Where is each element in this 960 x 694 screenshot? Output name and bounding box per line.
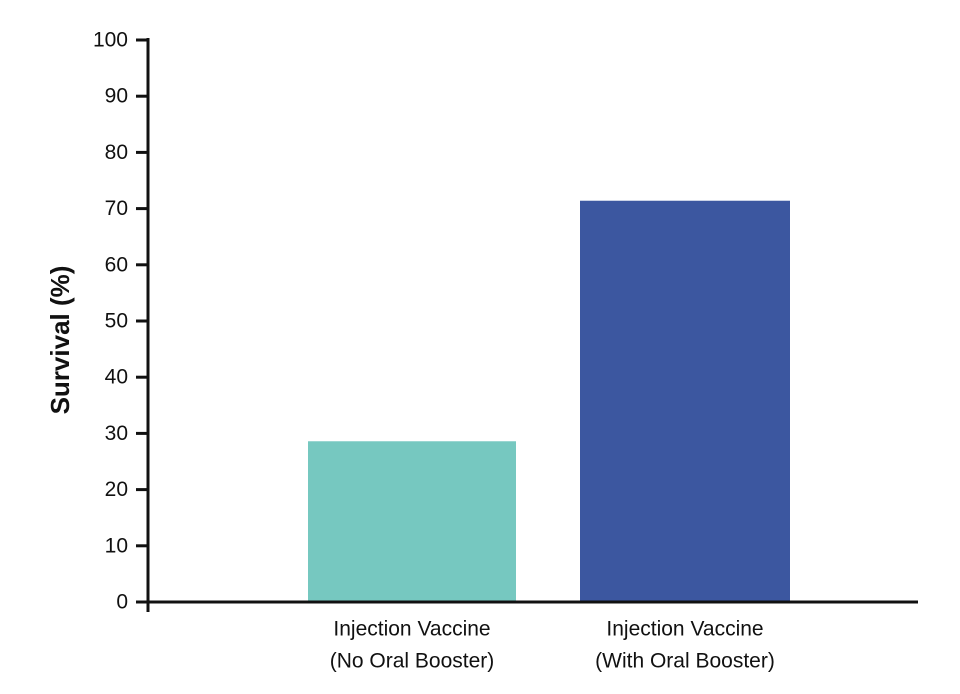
- x-tick-label: Injection Vaccine: [606, 618, 763, 641]
- y-tick-label: 40: [105, 366, 128, 389]
- y-tick-label: 30: [105, 422, 128, 445]
- bar: [580, 200, 790, 602]
- y-tick-label: 50: [105, 310, 128, 333]
- y-tick-label: 70: [105, 197, 128, 220]
- y-axis-label: Survival (%): [45, 266, 75, 415]
- x-tick-label: Injection Vaccine: [333, 618, 490, 641]
- y-tick-label: 100: [93, 29, 128, 52]
- y-tick-label: 0: [116, 591, 128, 614]
- y-tick-label: 10: [105, 534, 128, 557]
- y-tick-label: 20: [105, 478, 128, 501]
- x-tick-label: (With Oral Booster): [595, 650, 775, 673]
- bar: [308, 441, 516, 602]
- y-tick-label: 80: [105, 141, 128, 164]
- y-tick-label: 60: [105, 253, 128, 276]
- x-tick-label: (No Oral Booster): [330, 650, 495, 673]
- y-tick-label: 90: [105, 85, 128, 108]
